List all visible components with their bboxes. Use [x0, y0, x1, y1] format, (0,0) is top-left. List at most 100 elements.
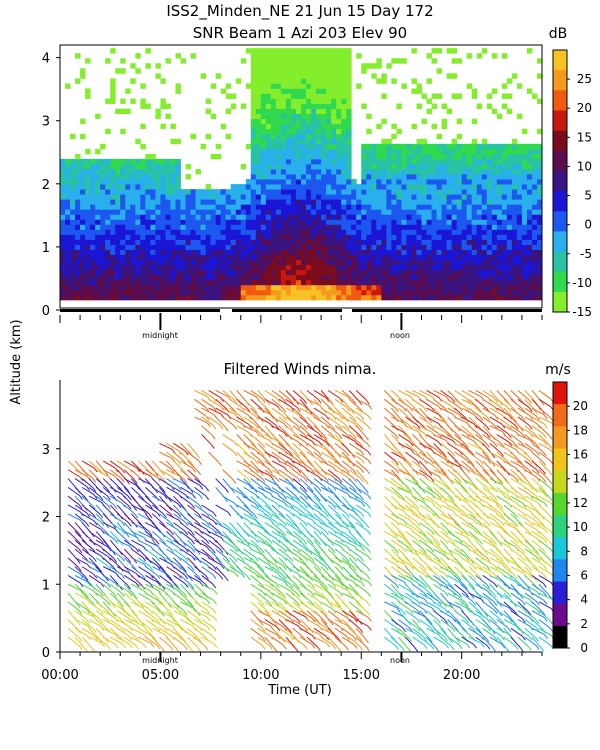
snr-cell — [336, 294, 342, 301]
snr-cell — [391, 234, 397, 240]
wind-barb — [152, 486, 165, 496]
snr-cell — [270, 163, 277, 170]
snr-cell — [250, 113, 257, 120]
snr-cell — [316, 194, 322, 200]
snr-cell — [235, 264, 242, 271]
snr-cell — [65, 214, 71, 220]
snr-cell — [165, 229, 171, 235]
wind-barb-feather — [233, 425, 238, 430]
snr-cell — [451, 73, 458, 79]
snr-cell — [506, 78, 513, 84]
snr-cell — [135, 204, 141, 210]
snr-cell — [65, 189, 71, 195]
snr-cell — [295, 123, 302, 130]
snr-cell — [536, 274, 543, 281]
snr-cell — [316, 138, 322, 145]
wind-barb-feather — [156, 608, 161, 614]
wind-barb — [74, 566, 86, 577]
snr-cell — [446, 199, 453, 205]
wind-barb-feather — [240, 406, 245, 412]
wind-barb-feather — [275, 601, 280, 606]
snr-cell — [220, 214, 227, 220]
wind-barb — [264, 460, 277, 470]
snr-cell — [501, 174, 508, 180]
snr-cell — [406, 249, 412, 256]
snr-cell — [341, 98, 347, 104]
wind-barb-feather — [184, 574, 189, 580]
snr-cell — [406, 274, 412, 281]
snr-cell — [260, 108, 267, 115]
snr-cell — [290, 158, 297, 165]
snr-cell — [270, 169, 277, 175]
snr-cell — [336, 229, 342, 235]
snr-cell — [426, 284, 432, 291]
snr-cell — [220, 229, 227, 235]
snr-cell — [145, 289, 151, 296]
snr-cell — [371, 239, 377, 245]
snr-cell — [491, 269, 498, 276]
snr-colorbar-tick-label: -15 — [572, 305, 592, 319]
wind-barb — [278, 478, 292, 486]
wind-barb-feather — [178, 493, 183, 499]
snr-cell — [270, 184, 277, 190]
wind-barb — [194, 522, 208, 530]
snr-cell — [416, 138, 422, 145]
snr-cell — [386, 244, 392, 250]
snr-cell — [476, 279, 483, 286]
wind-barb-feather — [241, 493, 246, 499]
snr-cell — [215, 259, 222, 266]
snr-cell — [496, 158, 503, 165]
snr-cell — [336, 128, 342, 135]
wind-barb-feather — [289, 399, 294, 404]
snr-cell — [150, 259, 156, 266]
wind-barb — [144, 627, 156, 640]
snr-cell — [301, 108, 307, 115]
snr-cell — [451, 229, 458, 235]
wind-barb — [215, 390, 229, 398]
wind-barb-feather — [247, 478, 252, 483]
snr-cell — [436, 289, 442, 296]
wind-barb — [250, 548, 264, 556]
snr-cell — [265, 234, 272, 240]
snr-cell — [376, 184, 382, 190]
snr-cell — [501, 158, 508, 165]
snr-cell — [411, 224, 417, 230]
snr-cell — [506, 174, 513, 180]
snr-cell — [165, 194, 171, 200]
snr-cell — [451, 204, 458, 210]
wind-barb — [271, 574, 285, 582]
snr-cell — [406, 148, 412, 155]
wind-barb — [180, 442, 191, 454]
snr-cell — [280, 229, 287, 235]
snr-cell — [80, 209, 86, 215]
snr-cell — [396, 179, 402, 185]
snr-cell — [451, 158, 458, 165]
snr-cell — [285, 128, 292, 135]
snr-cell — [456, 174, 463, 180]
snr-cell — [486, 204, 493, 210]
wind-barb — [116, 610, 130, 619]
snr-cell — [486, 254, 493, 261]
snr-cell — [481, 179, 488, 185]
snr-cell — [376, 269, 382, 276]
snr-cell — [175, 289, 181, 296]
snr-cell — [461, 254, 468, 261]
wind-barb — [180, 495, 193, 505]
snr-cell — [155, 204, 161, 210]
snr-cell — [436, 269, 442, 276]
snr-cell — [406, 239, 412, 245]
snr-cell — [366, 254, 372, 261]
snr-cell — [230, 93, 237, 99]
snr-cell — [461, 279, 468, 286]
snr-cell — [411, 143, 417, 150]
wind-barb — [236, 504, 249, 513]
wind-barb-feather — [297, 555, 302, 561]
snr-cell — [396, 274, 402, 281]
snr-cell — [421, 148, 427, 155]
snr-cell — [250, 229, 257, 235]
wind-barb — [257, 478, 270, 488]
snr-cell — [346, 158, 352, 165]
snr-cell — [476, 269, 483, 276]
snr-cell — [331, 153, 337, 160]
